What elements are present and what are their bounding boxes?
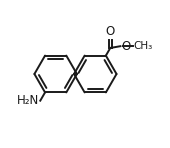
Text: O: O xyxy=(106,25,115,38)
Text: CH₃: CH₃ xyxy=(133,41,152,51)
Text: H₂N: H₂N xyxy=(17,94,40,107)
Text: O: O xyxy=(121,40,130,53)
